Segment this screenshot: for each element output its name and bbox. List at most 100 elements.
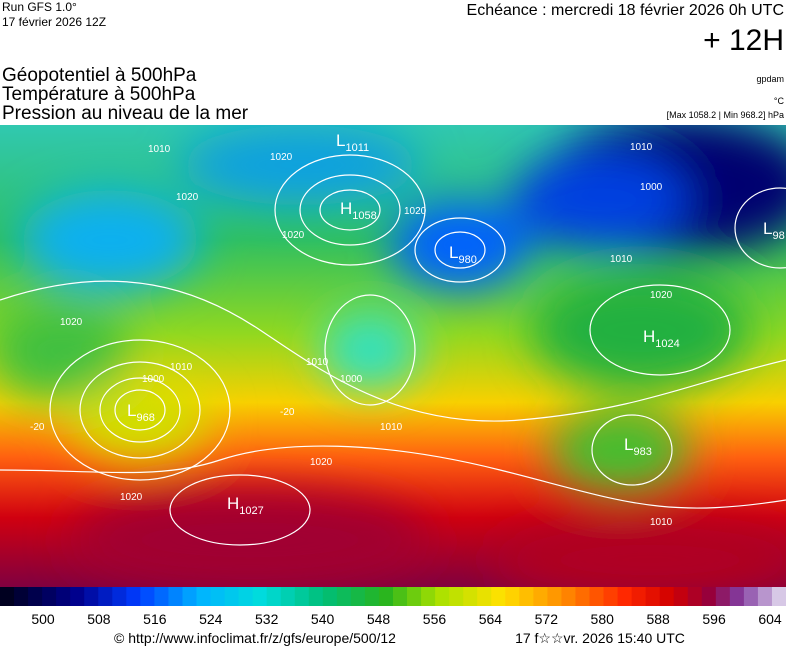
isobar-label: 1010 [380,422,403,433]
map-labels: L1011H1058L980H1024L968H1027L983L9810201… [30,131,785,528]
colorbar-label: 572 [535,611,559,627]
colorbar-swatch [182,587,197,606]
colorbar-swatch [322,587,338,606]
colorbar: 500 508 516 524 532 540 548 556 564 572 580 588 596 6… [0,587,786,627]
colorbar-label: 540 [311,611,335,627]
isobar-label: 1010 [650,517,673,528]
colorbar-swatch [407,587,422,606]
colorbar-swatch [421,587,436,606]
colorbar-label: 604 [758,611,782,627]
colorbar-swatch [477,587,492,606]
center-kind: L [763,219,772,238]
lead-time: + 12H [703,24,784,57]
colorbar-swatch [701,587,717,606]
colorbar-swatch [757,587,773,606]
pressure-center: H1024 [643,327,680,350]
colorbar-swatch [252,587,268,606]
isobar-label: 1020 [60,317,83,328]
colorbar-swatch [589,587,605,606]
colorbar-swatch [238,587,254,606]
colorbar-swatch [603,587,619,606]
isobar-label: 1010 [630,142,653,153]
isobar-label: 1020 [310,457,333,468]
colorbar-label: 548 [367,611,391,627]
center-value: 98 [772,230,784,242]
colorbar-label: 524 [199,611,223,627]
center-value: 980 [458,254,476,266]
colorbar-swatch [771,587,786,606]
colorbar-swatch [350,587,366,606]
colorbar-swatch [364,587,380,606]
isobar-label: -20 [30,422,45,433]
pressure-center: L98 [763,219,785,242]
colorbar-label: 596 [702,611,726,627]
center-kind: H [643,327,655,346]
footer-source: © http://www.infoclimat.fr/z/gfs/europe/… [114,630,396,646]
title-line: Géopotentiel à 500hPa [2,65,197,86]
colorbar-swatch [0,587,15,606]
colorbar-swatch [491,587,506,606]
center-value: 1058 [352,210,376,222]
colorbar-swatch [378,587,394,606]
colorbar-swatch [336,587,352,606]
colorbar-swatch [308,587,324,606]
colorbar-swatch [715,587,731,606]
center-kind: H [227,494,239,513]
center-value: 968 [136,412,154,424]
map-field: L1011H1058L980H1024L968H1027L983L9810201… [0,125,786,587]
colorbar-swatch [112,587,127,606]
colorbar-swatch [449,587,464,606]
pressure-center: L968 [127,401,155,424]
colorbar-swatch [617,587,633,606]
colorbar-swatch [56,587,71,606]
colorbar-swatch [435,587,450,606]
colorbar-swatch [140,587,155,606]
unit-geopotential: gpdam [756,74,784,84]
isobar-label: 1010 [170,362,193,373]
isobar-label: 1020 [270,152,293,163]
colorbar-swatch [393,587,408,606]
center-kind: H [340,199,352,218]
pressure-center: H1027 [227,494,264,517]
isobar-label: 1020 [404,206,427,217]
isobar-label: 1020 [650,290,673,301]
colorbar-label: 500 [31,611,55,627]
colorbar-swatch [84,587,99,606]
unit-temperature: °C [774,96,785,106]
colorbar-swatch [14,587,29,606]
colorbar-swatch [224,587,240,606]
colorbar-swatch [210,587,226,606]
center-value: 983 [633,446,651,458]
colorbar-swatch [505,587,520,606]
colorbar-swatch [673,587,689,606]
isobars [0,154,786,546]
colorbar-swatch [533,587,548,606]
run-date: 17 février 2026 12Z [2,15,106,29]
colorbar-swatch [266,587,282,606]
colorbar-swatch [28,587,43,606]
center-kind: L [449,243,458,262]
colorbar-label: 556 [423,611,447,627]
colorbar-swatch [561,587,576,606]
colorbar-swatch [575,587,590,606]
center-kind: L [127,401,136,420]
colorbar-label: 532 [255,611,279,627]
title-line: Pression au niveau de la mer [2,103,249,124]
isobar-label: 1000 [340,374,363,385]
colorbar-swatch [547,587,562,606]
center-kind: L [624,435,633,454]
colorbar-swatch [42,587,57,606]
valid-time: Echéance : mercredi 18 février 2026 0h U… [467,2,784,19]
title-line: Température à 500hPa [2,84,196,105]
isobar-label: 1000 [640,182,663,193]
colorbar-label: 516 [143,611,167,627]
colorbar-swatch [631,587,647,606]
isobar-label: 1020 [120,492,143,503]
colorbar-label: 580 [591,611,615,627]
colorbar-swatch [168,587,183,606]
colorbar-label: 588 [646,611,670,627]
colorbar-label: 564 [479,611,503,627]
colorbar-swatch [519,587,534,606]
footer-generated: 17 f☆☆vr. 2026 15:40 UTC [515,630,685,646]
isobar-label: 1010 [306,357,329,368]
